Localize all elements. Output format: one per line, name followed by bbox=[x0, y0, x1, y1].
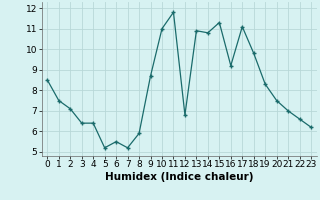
X-axis label: Humidex (Indice chaleur): Humidex (Indice chaleur) bbox=[105, 172, 253, 182]
